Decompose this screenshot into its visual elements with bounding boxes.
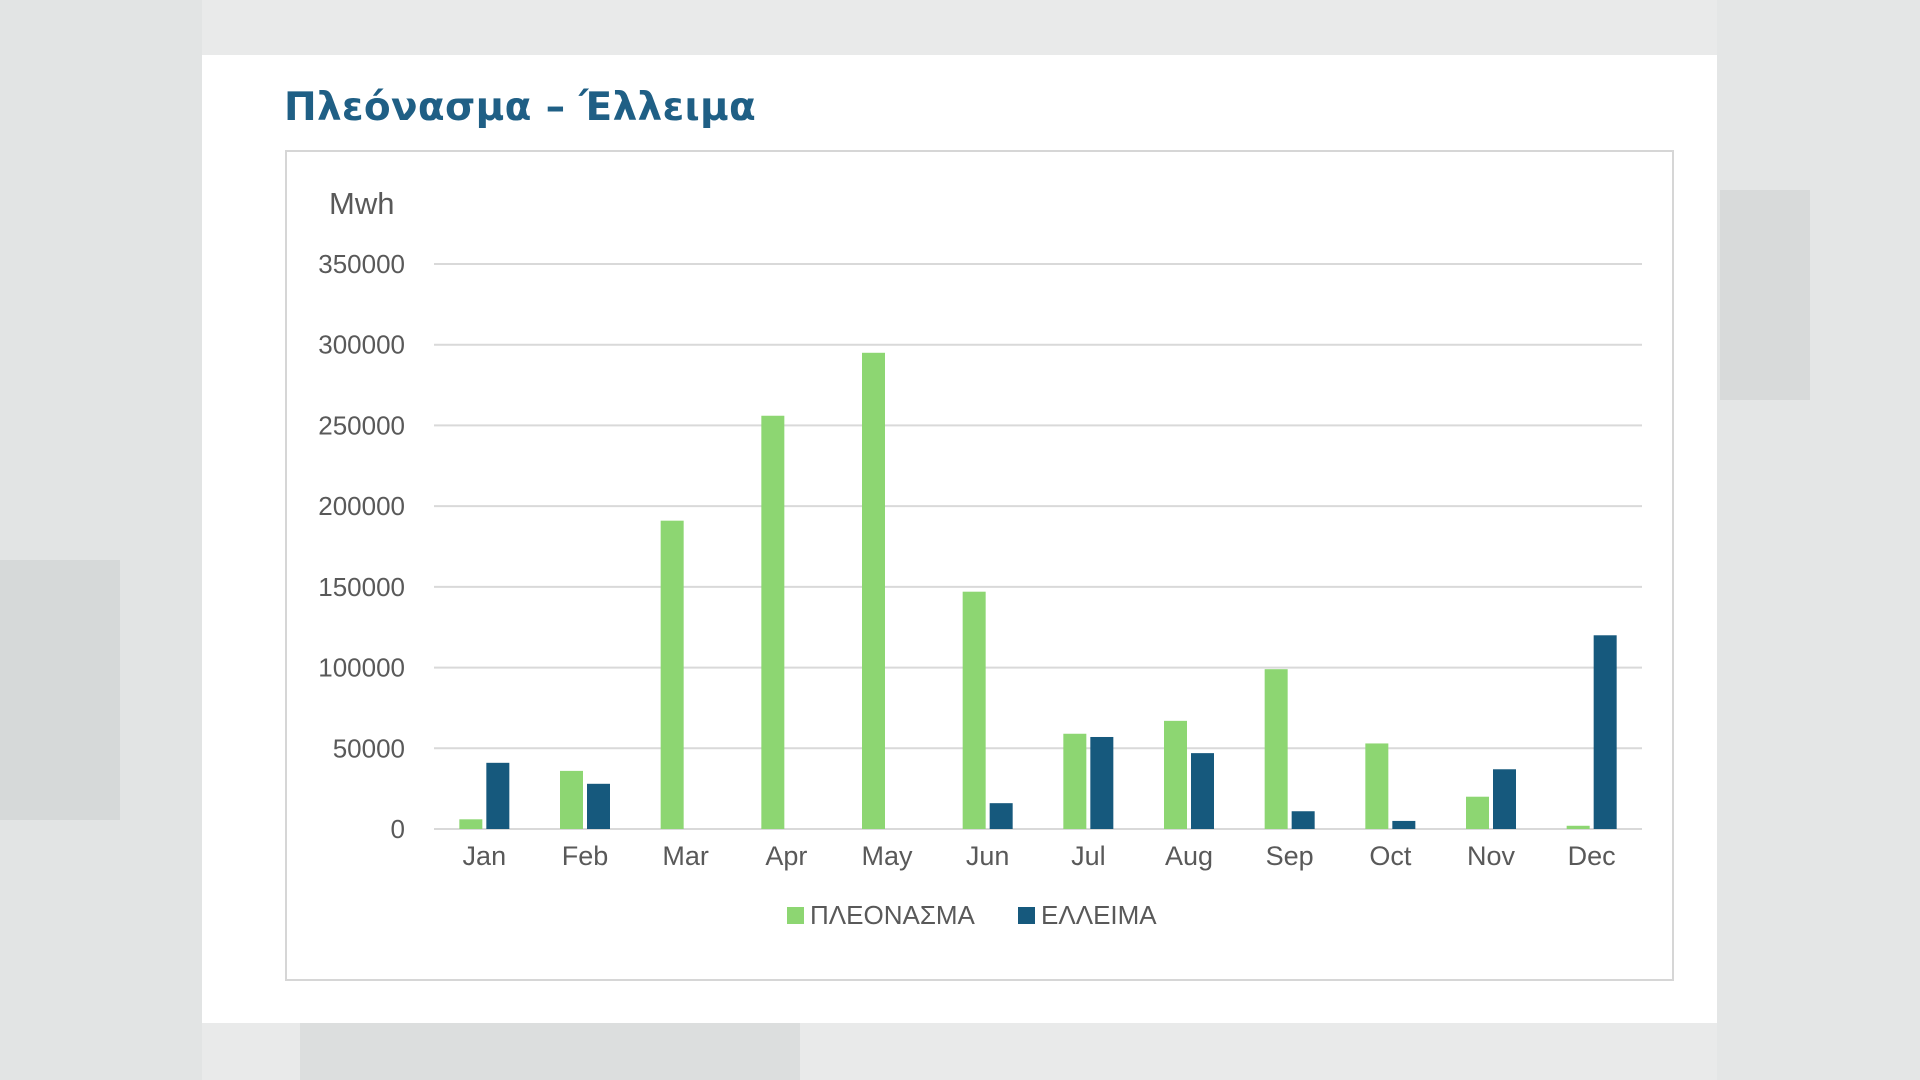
slide: Πλεόνασμα – Έλλειμα Mwh 0 50000 100000 1500…: [202, 55, 1717, 1023]
surplus-bar-dec: [1566, 825, 1590, 829]
surplus-bar-feb: [560, 770, 583, 829]
surplus-bar-may: [862, 352, 885, 829]
surplus-bar-mar: [660, 520, 684, 829]
legend-label-deficit: ΕΛΛΕΙΜΑ: [1041, 900, 1157, 930]
x-tick-label: Sep: [1266, 841, 1314, 871]
surplus-bar-jan: [459, 819, 483, 829]
legend: ΠΛΕΟΝΑΣΜΑ ΕΛΛΕΙΜΑ: [787, 900, 1157, 930]
x-tick-label: Jun: [966, 841, 1010, 871]
deficit-bar-dec: [1593, 635, 1617, 829]
x-tick-label: Jul: [1071, 841, 1106, 871]
chart-frame: Mwh 0 50000 100000 150000 200000 250000 300000…: [285, 150, 1674, 981]
surplus-bar-aug: [1164, 720, 1187, 829]
deficit-bar-jan: [486, 762, 510, 829]
y-tick-label: 300000: [318, 330, 405, 360]
deficit-bar-jul: [1090, 736, 1114, 829]
deficit-bar-feb: [587, 783, 610, 829]
x-tick-label: Jan: [463, 841, 507, 871]
y-tick-label: 50000: [333, 733, 405, 763]
y-tick-label: 350000: [318, 249, 405, 279]
surplus-bar-sep: [1264, 669, 1288, 829]
legend-swatch-surplus: [787, 907, 804, 924]
x-tick-label: Feb: [562, 841, 609, 871]
deficit-bar-nov: [1493, 769, 1516, 829]
x-axis-ticks: Jan Feb Mar Apr May Jun Jul Aug Sep Oct Nov Dec: [463, 841, 1616, 871]
surplus-bar-jul: [1063, 733, 1087, 829]
surplus-bar-oct: [1365, 743, 1389, 829]
deficit-bar-sep: [1291, 811, 1315, 829]
deficit-bar-oct: [1392, 820, 1416, 829]
y-tick-label: 250000: [318, 410, 405, 440]
surplus-bar-nov: [1466, 796, 1489, 829]
x-tick-label: Aug: [1165, 841, 1213, 871]
y-tick-label: 0: [391, 814, 405, 844]
bar-chart: Mwh 0 50000 100000 150000 200000 250000 300000…: [318, 186, 1642, 930]
slide-title: Πλεόνασμα – Έλλειμα: [284, 85, 757, 130]
x-tick-label: Oct: [1369, 841, 1412, 871]
y-axis-label: Mwh: [329, 186, 394, 221]
x-tick-label: May: [861, 841, 913, 871]
deficit-bar-aug: [1191, 753, 1214, 829]
legend-swatch-deficit: [1018, 907, 1035, 924]
bars: [459, 352, 1617, 829]
gridlines: [434, 263, 1642, 830]
x-tick-label: Apr: [765, 841, 807, 871]
legend-label-surplus: ΠΛΕΟΝΑΣΜΑ: [810, 900, 976, 930]
x-tick-label: Dec: [1568, 841, 1616, 871]
deficit-bar-jun: [989, 803, 1013, 829]
surplus-bar-jun: [962, 591, 986, 829]
x-tick-label: Nov: [1467, 841, 1516, 871]
x-tick-label: Mar: [662, 841, 709, 871]
y-axis-ticks: 0 50000 100000 150000 200000 250000 300000 3500…: [318, 249, 405, 844]
y-tick-label: 150000: [318, 572, 405, 602]
surplus-bar-apr: [761, 415, 785, 829]
y-tick-label: 100000: [318, 653, 405, 683]
y-tick-label: 200000: [318, 491, 405, 521]
